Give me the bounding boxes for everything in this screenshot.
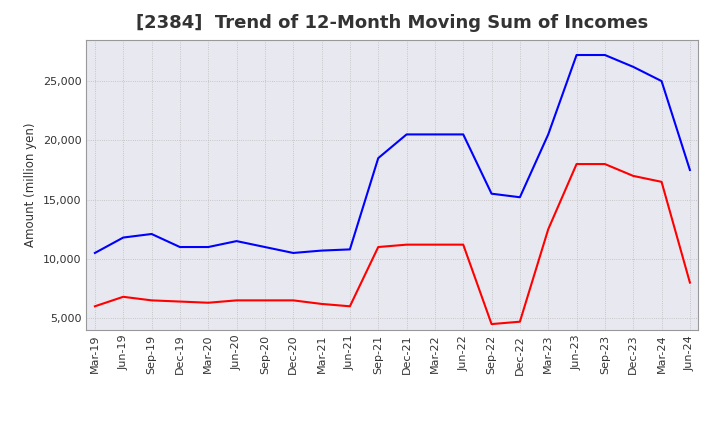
Net Income <box>516 319 524 324</box>
Net Income <box>600 161 609 167</box>
Ordinary Income <box>629 64 637 70</box>
Net Income <box>91 304 99 309</box>
Net Income <box>289 298 297 303</box>
Ordinary Income <box>148 231 156 237</box>
Net Income <box>487 322 496 327</box>
Net Income <box>346 304 354 309</box>
Ordinary Income <box>261 244 269 249</box>
Ordinary Income <box>233 238 241 244</box>
Ordinary Income <box>431 132 439 137</box>
Ordinary Income <box>572 52 581 58</box>
Ordinary Income <box>402 132 411 137</box>
Ordinary Income <box>318 248 326 253</box>
Ordinary Income <box>487 191 496 196</box>
Net Income <box>572 161 581 167</box>
Ordinary Income <box>176 244 184 249</box>
Net Income <box>459 242 467 247</box>
Ordinary Income <box>346 247 354 252</box>
Net Income <box>233 298 241 303</box>
Net Income <box>431 242 439 247</box>
Ordinary Income <box>374 155 382 161</box>
Net Income <box>657 179 666 184</box>
Y-axis label: Amount (million yen): Amount (million yen) <box>24 123 37 247</box>
Net Income <box>402 242 411 247</box>
Ordinary Income <box>459 132 467 137</box>
Ordinary Income <box>91 250 99 256</box>
Line: Ordinary Income: Ordinary Income <box>95 55 690 253</box>
Ordinary Income <box>289 250 297 256</box>
Net Income <box>374 244 382 249</box>
Ordinary Income <box>516 194 524 200</box>
Ordinary Income <box>657 78 666 84</box>
Line: Net Income: Net Income <box>95 164 690 324</box>
Net Income <box>204 300 212 305</box>
Net Income <box>544 227 552 232</box>
Title: [2384]  Trend of 12-Month Moving Sum of Incomes: [2384] Trend of 12-Month Moving Sum of I… <box>136 15 649 33</box>
Net Income <box>261 298 269 303</box>
Ordinary Income <box>204 244 212 249</box>
Ordinary Income <box>544 132 552 137</box>
Ordinary Income <box>685 167 694 172</box>
Net Income <box>176 299 184 304</box>
Ordinary Income <box>600 52 609 58</box>
Net Income <box>629 173 637 179</box>
Net Income <box>318 301 326 307</box>
Net Income <box>148 298 156 303</box>
Ordinary Income <box>119 235 127 240</box>
Net Income <box>119 294 127 300</box>
Net Income <box>685 280 694 285</box>
